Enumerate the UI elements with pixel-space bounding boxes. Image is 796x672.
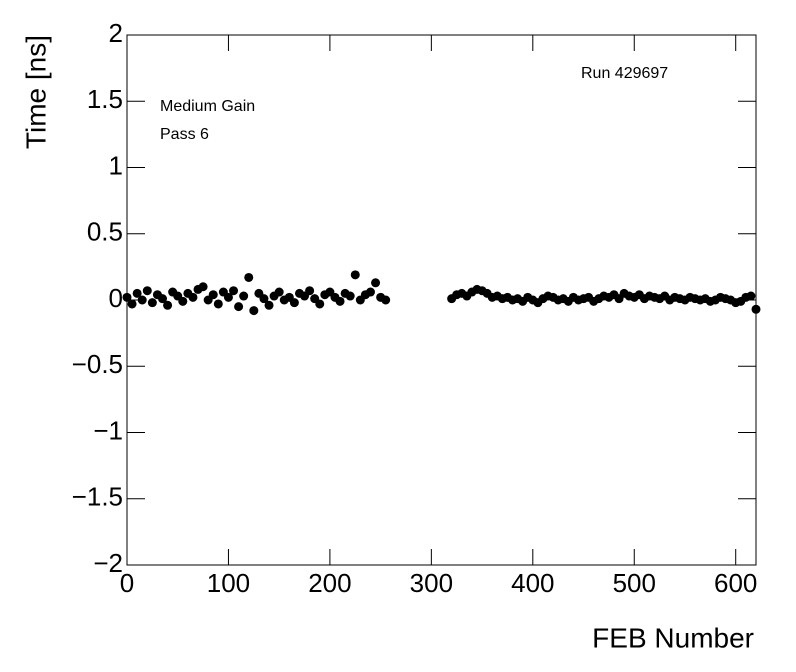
data-point (274, 287, 284, 297)
y-tick-label: 0 (109, 283, 123, 313)
data-point (229, 286, 239, 296)
data-point (239, 291, 249, 301)
x-tick-label: 600 (714, 568, 757, 598)
data-point (234, 302, 244, 312)
y-tick-label: −1 (93, 415, 123, 445)
x-tick-label: 100 (207, 568, 250, 598)
data-point (188, 292, 198, 302)
y-tick-label: 1 (109, 150, 123, 180)
data-point (335, 296, 345, 306)
data-point (289, 298, 299, 308)
data-point (244, 272, 254, 282)
data-point (163, 300, 173, 310)
data-point (371, 278, 381, 288)
data-point (350, 270, 360, 280)
data-point (208, 290, 218, 300)
y-tick-label: −2 (93, 548, 123, 578)
data-point (315, 299, 325, 309)
data-point (127, 299, 137, 309)
y-axis-title: Time [ns] (20, 35, 51, 149)
gain-label: Medium Gain (160, 98, 255, 115)
y-tick-label: 1.5 (87, 84, 123, 114)
y-tick-label: −1.5 (72, 482, 123, 512)
data-point (137, 295, 147, 305)
data-point (259, 294, 269, 304)
y-tick-label: −0.5 (72, 349, 123, 379)
data-point (746, 291, 756, 301)
data-point (178, 296, 188, 306)
data-point (345, 291, 355, 301)
y-tick-label: 2 (109, 18, 123, 48)
data-point (142, 286, 152, 296)
data-point (751, 304, 761, 314)
data-point (249, 306, 259, 316)
x-axis-title: FEB Number (592, 622, 754, 653)
data-point (158, 294, 168, 304)
data-point (223, 292, 233, 302)
data-point (264, 300, 274, 310)
data-point (381, 295, 391, 305)
data-point (147, 298, 157, 308)
x-tick-label: 200 (308, 568, 351, 598)
data-point (213, 299, 223, 309)
data-point (365, 287, 375, 297)
x-tick-label: 0 (120, 568, 134, 598)
data-point (305, 286, 315, 296)
pass-label: Pass 6 (160, 126, 209, 143)
data-point (132, 288, 142, 298)
y-tick-label: 0.5 (87, 217, 123, 247)
x-tick-label: 300 (410, 568, 453, 598)
x-tick-label: 500 (613, 568, 656, 598)
data-point (122, 292, 132, 302)
data-point (198, 282, 208, 292)
run-label: Run 429697 (581, 65, 668, 82)
x-tick-label: 400 (511, 568, 554, 598)
